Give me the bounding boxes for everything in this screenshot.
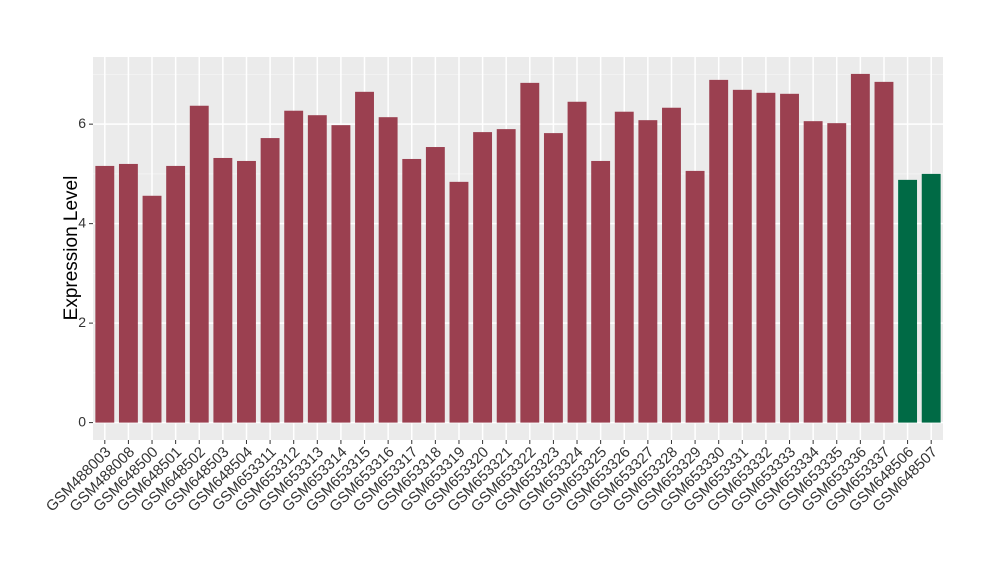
bar [189, 105, 209, 423]
bar [709, 79, 729, 423]
bar [284, 110, 304, 423]
y-axis-label: Expression Level [61, 176, 82, 321]
bar [307, 115, 327, 423]
bar [142, 195, 162, 423]
y-tick-label: 0 [78, 413, 86, 429]
bar [496, 129, 516, 423]
bar [520, 82, 540, 423]
bar [402, 158, 422, 423]
bar [898, 179, 918, 423]
bar [355, 91, 374, 423]
bar [166, 165, 186, 423]
bar [850, 73, 870, 423]
plot-background [93, 57, 943, 440]
bar [449, 181, 469, 423]
bar [95, 165, 115, 423]
bar [614, 111, 634, 423]
bar [331, 125, 351, 423]
bar [543, 133, 563, 423]
bar [803, 121, 823, 423]
bar [425, 147, 445, 423]
bar [638, 120, 658, 423]
bar [756, 92, 776, 423]
bar [237, 160, 256, 423]
bar [378, 117, 398, 423]
bar [567, 101, 587, 423]
y-tick-label: 4 [78, 214, 86, 230]
bar [685, 170, 705, 423]
bar [827, 123, 847, 423]
y-tick-label: 2 [78, 314, 86, 330]
y-tick-label: 6 [78, 115, 86, 131]
bar [260, 138, 280, 423]
bar [780, 93, 799, 423]
bar [662, 107, 681, 423]
bar [732, 89, 752, 423]
bar [874, 81, 894, 423]
bar [921, 173, 941, 423]
bar [118, 163, 138, 423]
bar [213, 157, 233, 423]
bar [591, 160, 611, 423]
bar [473, 132, 493, 423]
